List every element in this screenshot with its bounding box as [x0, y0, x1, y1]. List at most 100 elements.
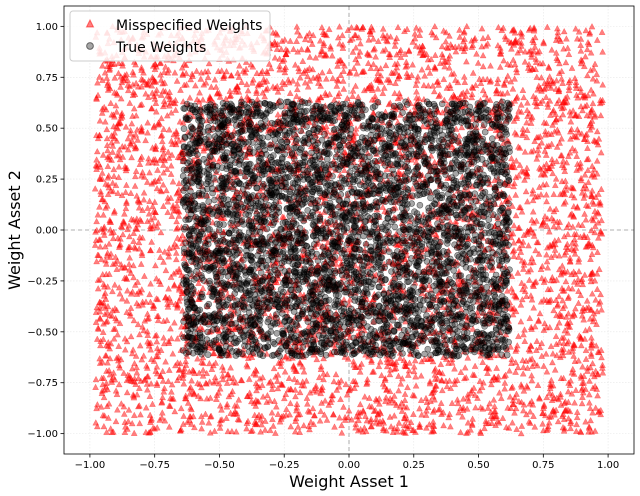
point-misspecified [459, 395, 467, 402]
point-misspecified [438, 386, 446, 394]
point-misspecified [547, 342, 555, 350]
point-misspecified [138, 355, 146, 363]
point-misspecified [159, 181, 167, 188]
point-misspecified [160, 388, 168, 395]
point-misspecified [132, 79, 140, 86]
point-misspecified [555, 252, 563, 259]
point-misspecified [575, 287, 582, 294]
point-misspecified [108, 132, 115, 139]
point-misspecified [507, 45, 515, 52]
point-misspecified [422, 407, 430, 414]
point-misspecified [130, 104, 138, 112]
point-misspecified [458, 123, 466, 131]
point-misspecified [555, 96, 563, 104]
point-misspecified [265, 60, 273, 67]
point-misspecified [396, 354, 404, 361]
point-misspecified [266, 426, 274, 434]
point-misspecified [431, 396, 438, 403]
point-misspecified [521, 148, 529, 155]
point-misspecified [435, 214, 443, 221]
point-misspecified [160, 384, 168, 392]
point-misspecified [346, 296, 354, 303]
point-misspecified [146, 392, 154, 399]
point-misspecified [427, 55, 435, 63]
point-misspecified [316, 417, 324, 424]
point-misspecified [472, 81, 480, 89]
point-misspecified [555, 319, 563, 326]
point-misspecified [205, 419, 213, 426]
point-misspecified [274, 110, 282, 118]
point-misspecified [248, 79, 256, 86]
point-misspecified [164, 198, 172, 205]
point-misspecified [104, 190, 112, 198]
point-misspecified [577, 291, 585, 299]
point-misspecified [392, 79, 399, 87]
point-misspecified [446, 422, 454, 430]
point-misspecified [267, 312, 274, 319]
point-misspecified [422, 411, 430, 418]
point-misspecified [132, 111, 140, 119]
point-misspecified [206, 394, 214, 401]
point-misspecified [511, 60, 519, 68]
point-misspecified [520, 387, 528, 394]
point-misspecified [91, 241, 99, 248]
point-misspecified [464, 419, 472, 426]
point-misspecified [95, 203, 103, 210]
point-misspecified [409, 61, 417, 68]
point-misspecified [318, 23, 326, 31]
point-misspecified [584, 178, 592, 186]
point-misspecified [146, 290, 154, 298]
point-misspecified [478, 24, 486, 32]
point-misspecified [340, 67, 348, 74]
point-misspecified [510, 252, 518, 259]
point-misspecified [103, 74, 111, 81]
point-misspecified [138, 83, 145, 90]
point-misspecified [219, 375, 227, 383]
point-misspecified [116, 290, 124, 297]
point-misspecified [593, 285, 601, 292]
point-misspecified [322, 75, 330, 82]
point-misspecified [130, 229, 138, 236]
point-misspecified [511, 75, 519, 82]
point-misspecified [113, 406, 121, 413]
point-misspecified [543, 251, 551, 258]
point-misspecified [412, 24, 420, 31]
point-misspecified [589, 75, 597, 82]
point-misspecified [567, 118, 575, 125]
point-misspecified [558, 75, 566, 82]
point-misspecified [469, 415, 477, 422]
point-misspecified [499, 414, 507, 421]
point-misspecified [546, 97, 554, 104]
point-misspecified [160, 68, 168, 75]
point-misspecified [579, 106, 586, 114]
point-misspecified [451, 365, 458, 372]
point-misspecified [559, 296, 567, 304]
point-misspecified [494, 23, 502, 31]
point-misspecified [238, 78, 246, 85]
point-misspecified [531, 33, 539, 41]
point-misspecified [575, 128, 583, 136]
point-misspecified [316, 37, 324, 44]
point-misspecified [121, 428, 129, 435]
point-misspecified [164, 208, 172, 216]
point-misspecified [559, 304, 567, 312]
point-misspecified [147, 280, 155, 287]
point-misspecified [564, 44, 572, 51]
point-misspecified [152, 108, 160, 115]
point-misspecified [562, 313, 570, 320]
point-misspecified [157, 228, 165, 236]
point-misspecified [109, 234, 117, 242]
point-misspecified [479, 309, 487, 316]
point-misspecified [212, 395, 220, 402]
point-misspecified [212, 168, 220, 176]
point-misspecified [510, 221, 518, 229]
point-misspecified [223, 379, 231, 386]
point-misspecified [479, 86, 487, 94]
point-misspecified [172, 106, 180, 113]
point-misspecified [148, 238, 156, 245]
point-misspecified [587, 416, 595, 424]
point-misspecified [113, 108, 121, 115]
point-misspecified [360, 424, 368, 431]
point-misspecified [127, 130, 134, 137]
point-misspecified [258, 381, 266, 389]
